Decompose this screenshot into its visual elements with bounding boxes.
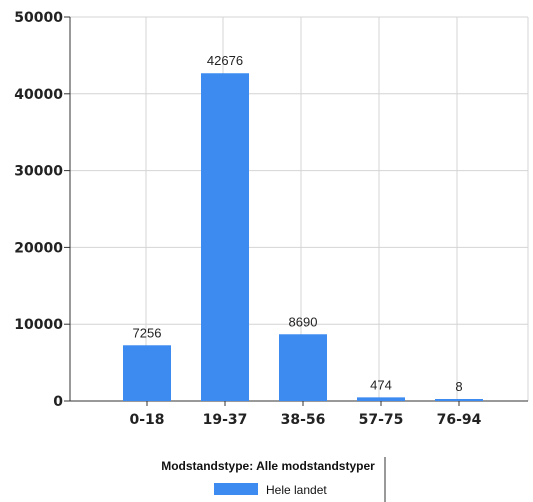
legend-series-label: Hele landet <box>266 483 327 497</box>
x-tick-label-19-37: 19-37 <box>203 412 248 428</box>
bar-19-37[interactable] <box>201 73 249 401</box>
y-tick-label: 40000 <box>14 87 63 103</box>
data-label-0-18: 7256 <box>133 325 162 340</box>
bar-38-56[interactable] <box>279 334 327 401</box>
data-label-19-37: 42676 <box>207 53 243 68</box>
data-label-38-56: 8690 <box>289 314 318 329</box>
bar-76-94[interactable] <box>435 399 483 401</box>
data-label-76-94: 8 <box>455 379 462 394</box>
legend-title: Modstandstype: Alle modstandstyper <box>161 459 375 473</box>
x-axis-ticks: 0-18 19-37 38-56 57-75 76-94 <box>129 401 482 428</box>
y-axis-ticks: 0 10000 20000 30000 40000 50000 <box>14 10 70 410</box>
y-tick-label: 50000 <box>14 10 63 26</box>
x-tick-label-0-18: 0-18 <box>129 412 164 428</box>
data-label-57-75: 474 <box>370 377 392 392</box>
x-tick-label-38-56: 38-56 <box>281 412 326 428</box>
y-tick-label: 0 <box>53 394 63 410</box>
x-tick-label-76-94: 76-94 <box>437 412 482 428</box>
x-tick-label-57-75: 57-75 <box>359 412 404 428</box>
bar-0-18[interactable] <box>123 345 171 401</box>
legend-swatch <box>214 483 258 495</box>
y-tick-label: 10000 <box>14 317 63 333</box>
data-labels: 7256 42676 8690 474 8 <box>133 53 463 394</box>
bar-57-75[interactable] <box>357 397 405 401</box>
y-tick-label: 30000 <box>14 164 63 180</box>
y-tick-label: 20000 <box>14 240 63 256</box>
bar-series <box>123 73 483 401</box>
grid-lines <box>70 16 529 402</box>
legend[interactable]: Modstandstype: Alle modstandstyper Hele … <box>161 457 386 502</box>
